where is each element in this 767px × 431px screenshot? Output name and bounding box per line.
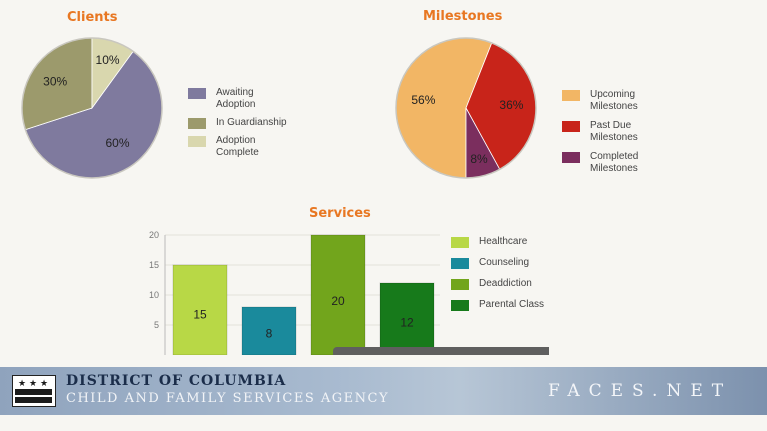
clients-pie-rim (21, 37, 163, 179)
services-legend-label: Parental Class (479, 299, 545, 310)
clients-legend-item-in-guardianship[interactable]: In Guardianship (188, 117, 291, 129)
milestones-legend-item-upcoming-milestones[interactable]: Upcoming Milestones (562, 89, 665, 113)
services-legend: Healthcare Counseling Deaddiction Parental … (451, 236, 554, 320)
services-title: Services (309, 206, 371, 221)
services-legend-label: Healthcare (479, 236, 528, 247)
services-legend-item-deaddiction[interactable]: Deaddiction (451, 278, 554, 290)
clients-legend-label: Adoption Complete (216, 135, 259, 158)
services-legend-item-counseling[interactable]: Counseling (451, 257, 554, 269)
services-legend-item-healthcare[interactable]: Healthcare (451, 236, 554, 248)
milestones-legend-label: Completed Milestones (590, 151, 639, 174)
milestones-slice-label-upcoming-milestones: 56% (411, 93, 435, 107)
footer-banner: ★ ★ ★ DISTRICT OF COLUMBIA CHILD AND FAM… (0, 367, 767, 415)
milestones-pie-rim (395, 37, 537, 179)
clients-slice-label-adoption-complete: 10% (96, 53, 120, 67)
clients-legend-swatch (188, 136, 206, 147)
clients-legend-swatch (188, 118, 206, 129)
dc-flag-icon: ★ ★ ★ (12, 375, 56, 407)
services-legend-label: Deaddiction (479, 278, 532, 289)
overlay-bar (333, 347, 549, 355)
services-bar-label-counseling: 8 (266, 326, 273, 340)
milestones-legend: Upcoming Milestones Past Due Milestones Co… (562, 89, 665, 182)
clients-pie-chart: 60% 30% 10% (21, 37, 163, 179)
services-bar-chart: 20 15 10 5 15 8 20 12 (149, 230, 440, 355)
faces-net-brand: FACES.NET (548, 381, 733, 401)
agency-line-1: DISTRICT OF COLUMBIA (66, 373, 287, 389)
services-y-tick: 10 (149, 290, 159, 300)
milestones-slice-label-completed-milestones: 8% (470, 152, 488, 166)
milestones-pie-chart: 56% 36% 8% (395, 37, 537, 179)
services-legend-swatch (451, 300, 469, 311)
milestones-title: Milestones (423, 9, 503, 24)
milestones-slice-label-past-due-milestones: 36% (499, 98, 523, 112)
services-bar-label-deaddiction: 20 (331, 294, 345, 308)
clients-legend: Awaiting Adoption In Guardianship Adoption… (188, 87, 291, 165)
clients-legend-label: In Guardianship (216, 117, 287, 128)
services-legend-swatch (451, 279, 469, 290)
clients-slice-label-awaiting-adoption: 60% (105, 136, 129, 150)
milestones-legend-swatch (562, 90, 580, 101)
services-legend-swatch (451, 258, 469, 269)
services-bar-parental-class[interactable] (379, 282, 435, 355)
clients-legend-item-awaiting-adoption[interactable]: Awaiting Adoption (188, 87, 291, 111)
services-bar-label-healthcare: 15 (193, 308, 207, 322)
services-legend-label: Counseling (479, 257, 530, 268)
milestones-legend-swatch (562, 152, 580, 163)
milestones-legend-label: Upcoming Milestones (590, 89, 638, 112)
flag-bar-2 (15, 397, 52, 403)
bottom-strip (0, 415, 767, 431)
flag-star-1: ★ (18, 378, 27, 388)
agency-line-2: CHILD AND FAMILY SERVICES AGENCY (66, 391, 390, 406)
services-y-tick: 15 (149, 260, 159, 270)
milestones-legend-item-past-due-milestones[interactable]: Past Due Milestones (562, 120, 665, 144)
services-bar-healthcare[interactable] (172, 264, 228, 355)
clients-slice-label-in-guardianship: 30% (43, 74, 67, 88)
milestones-legend-label: Past Due Milestones (590, 120, 638, 143)
services-bar-label-parental-class: 12 (400, 316, 414, 330)
services-legend-swatch (451, 237, 469, 248)
flag-star-2: ★ (29, 378, 38, 388)
clients-title: Clients (67, 10, 118, 25)
clients-legend-item-adoption-complete[interactable]: Adoption Complete (188, 135, 291, 159)
clients-legend-label: Awaiting Adoption (216, 87, 256, 110)
services-legend-item-parental-class[interactable]: Parental Class (451, 299, 554, 311)
milestones-legend-item-completed-milestones[interactable]: Completed Milestones (562, 151, 665, 175)
services-bar-counseling[interactable] (241, 306, 297, 355)
services-y-tick: 5 (154, 320, 159, 330)
services-y-tick: 20 (149, 230, 159, 240)
services-bar-deaddiction[interactable] (310, 234, 366, 355)
flag-bar-1 (15, 389, 52, 395)
clients-legend-swatch (188, 88, 206, 99)
flag-star-3: ★ (40, 378, 49, 388)
milestones-legend-swatch (562, 121, 580, 132)
